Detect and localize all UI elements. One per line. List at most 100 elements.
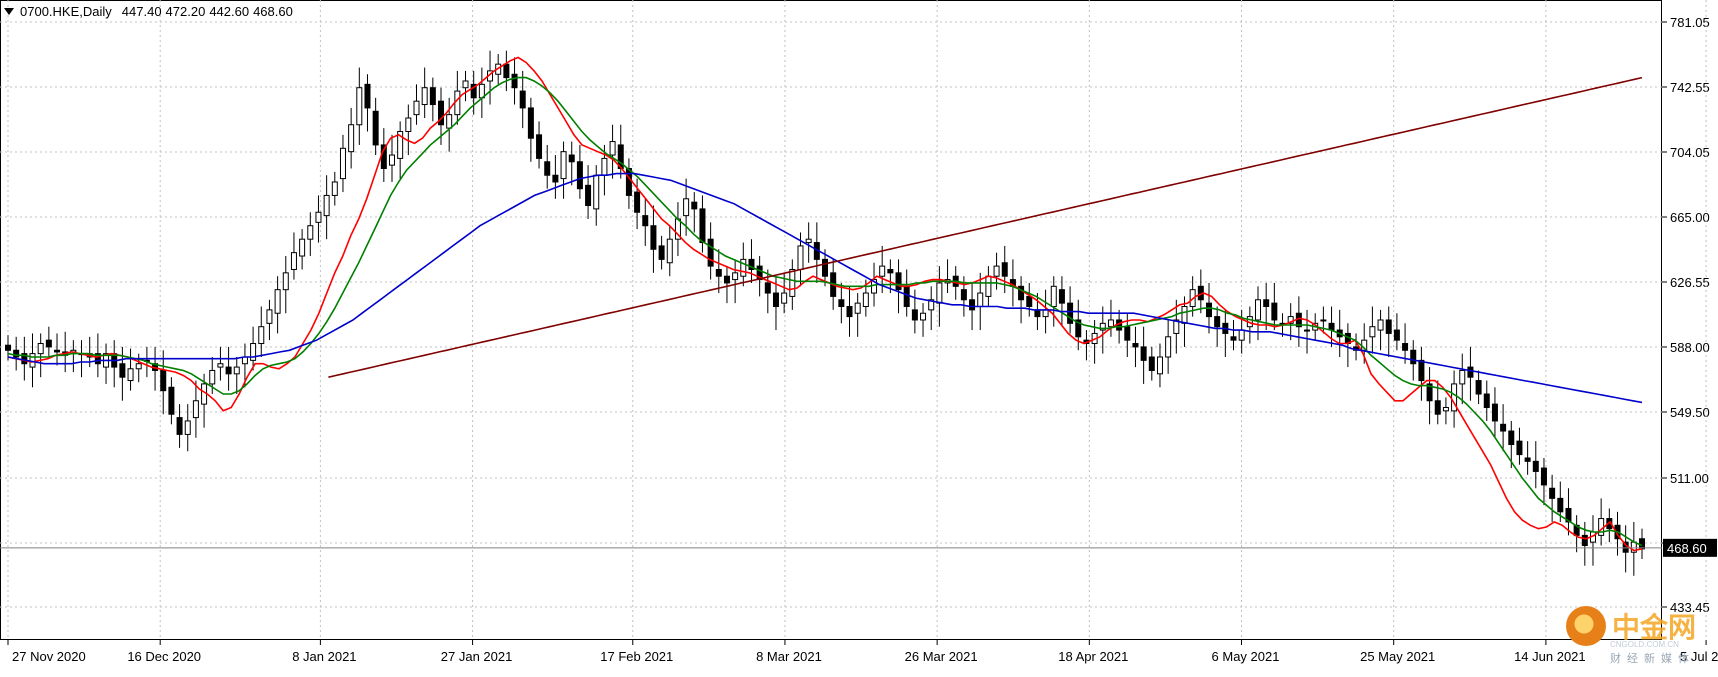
- candle-body: [650, 225, 657, 250]
- candle-body: [1565, 507, 1572, 523]
- watermark-site: CNGOLD.COM.CN: [1610, 640, 1679, 649]
- candle-body: [454, 90, 461, 116]
- candle-body: [658, 245, 665, 260]
- candle-body: [666, 238, 673, 264]
- candle-body: [993, 265, 1000, 277]
- candle-body: [209, 369, 216, 385]
- x-tick-label: 8 Mar 2021: [756, 649, 822, 664]
- candle-body: [372, 110, 379, 146]
- candle-body: [1369, 326, 1376, 338]
- candle-body: [715, 268, 722, 277]
- caret-down-icon[interactable]: [4, 8, 14, 15]
- candle-body: [691, 201, 698, 210]
- candle-body: [438, 100, 445, 126]
- candle-body: [1238, 329, 1245, 341]
- candle-body: [911, 309, 918, 321]
- candle-body: [470, 83, 477, 99]
- candle-body: [1001, 262, 1008, 277]
- candle-body: [1639, 538, 1645, 550]
- candle-body: [233, 366, 240, 375]
- candle-body: [732, 272, 739, 281]
- candle-body: [985, 275, 992, 297]
- candle-body: [903, 285, 910, 308]
- watermark-tagline: 财经新媒体: [1610, 653, 1695, 665]
- candle-body: [1385, 319, 1392, 334]
- y-tick-label: 742.55: [1670, 80, 1710, 95]
- candle-body: [192, 400, 199, 419]
- candle-body: [1205, 302, 1212, 318]
- candle-body: [1181, 306, 1188, 324]
- candle-body: [1475, 380, 1482, 395]
- candle-body: [1549, 487, 1556, 499]
- watermark-logo-icon: [1566, 606, 1606, 646]
- last-price-tag: [1663, 538, 1717, 557]
- candle-body: [45, 339, 52, 348]
- y-tick-label: 433.45: [1670, 600, 1710, 615]
- candle-body: [609, 141, 616, 156]
- candle-body: [119, 363, 126, 378]
- candle-body: [29, 353, 36, 368]
- candle-body: [642, 215, 649, 227]
- symbol-label: 0700.HKE,Daily: [20, 4, 112, 19]
- candle-body: [5, 344, 11, 351]
- candle-body: [160, 369, 167, 392]
- x-tick-label: 17 Feb 2021: [600, 649, 673, 664]
- candle-body: [560, 151, 567, 180]
- candle-body: [683, 198, 690, 217]
- candle-body: [1124, 326, 1131, 341]
- candle-body: [339, 147, 346, 180]
- candle-body: [1532, 460, 1539, 472]
- candle-body: [805, 238, 812, 244]
- candle-body: [1402, 343, 1409, 351]
- y-tick-label: 781.05: [1670, 15, 1710, 30]
- candle-body: [1442, 406, 1449, 412]
- high-value: 472.20: [165, 4, 206, 19]
- candle-body: [1067, 302, 1074, 324]
- candle-body: [723, 275, 730, 284]
- candle-body: [1050, 285, 1057, 308]
- candle-body: [1042, 309, 1049, 318]
- ma-line-2: [7, 76, 1643, 547]
- candle-body: [1426, 383, 1433, 402]
- y-tick-label: 704.05: [1670, 145, 1710, 160]
- candle-body: [1263, 299, 1270, 308]
- candle-body: [1132, 343, 1139, 348]
- candle-body: [576, 161, 583, 190]
- candle-body: [315, 211, 322, 223]
- candle-body: [1540, 467, 1547, 486]
- candle-body: [601, 157, 608, 176]
- y-tick-label: 588.00: [1670, 340, 1710, 355]
- candle-body: [331, 181, 338, 196]
- candle-body: [1214, 316, 1221, 328]
- ma-line-4: [328, 76, 1643, 378]
- candle-body: [789, 268, 796, 297]
- candle-body: [625, 168, 632, 196]
- candle-body: [797, 245, 804, 270]
- candle-body: [519, 90, 526, 109]
- candle-body: [1581, 534, 1588, 546]
- candle-body: [895, 272, 902, 291]
- watermark-brand: 中金网: [1612, 612, 1697, 643]
- candle-body: [405, 117, 412, 132]
- x-tick-label: 18 Apr 2021: [1058, 649, 1128, 664]
- candle-body: [781, 292, 788, 304]
- candle-body: [54, 349, 61, 353]
- candle-body: [838, 299, 845, 308]
- candle-body: [462, 80, 469, 89]
- candle-body: [94, 353, 101, 365]
- candle-body: [1255, 299, 1262, 321]
- candle-body: [274, 289, 281, 314]
- candle-body: [536, 134, 543, 159]
- candle-body: [846, 306, 853, 318]
- candle-body: [1156, 356, 1163, 375]
- candle-body: [356, 87, 363, 126]
- candle-body: [13, 349, 20, 358]
- candle-body: [1320, 319, 1327, 322]
- candle-body: [225, 366, 232, 375]
- candle-body: [772, 292, 779, 308]
- candle-body: [503, 63, 510, 79]
- candle-body: [37, 343, 44, 355]
- candle-body: [168, 386, 175, 415]
